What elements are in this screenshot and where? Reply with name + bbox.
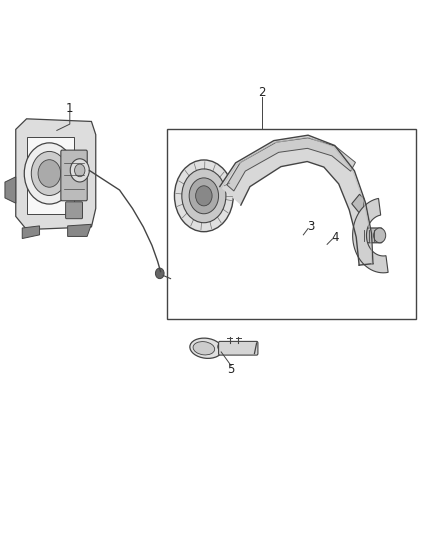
- Circle shape: [31, 151, 67, 196]
- Text: 4: 4: [331, 231, 339, 244]
- Polygon shape: [353, 198, 388, 273]
- Text: 3: 3: [307, 221, 315, 233]
- Circle shape: [155, 268, 164, 279]
- FancyBboxPatch shape: [219, 342, 258, 355]
- Circle shape: [189, 178, 219, 214]
- Circle shape: [74, 164, 85, 177]
- Text: 2: 2: [258, 86, 266, 99]
- FancyBboxPatch shape: [66, 202, 82, 219]
- Bar: [167, 130, 416, 319]
- Polygon shape: [227, 138, 356, 191]
- Circle shape: [38, 160, 60, 187]
- FancyBboxPatch shape: [61, 150, 87, 201]
- Circle shape: [218, 342, 225, 351]
- Polygon shape: [27, 138, 74, 214]
- Circle shape: [70, 159, 89, 182]
- FancyBboxPatch shape: [356, 228, 382, 243]
- Polygon shape: [22, 226, 39, 239]
- Circle shape: [196, 186, 212, 206]
- Text: 1: 1: [66, 102, 74, 115]
- Polygon shape: [220, 135, 373, 265]
- Polygon shape: [5, 177, 16, 203]
- Polygon shape: [67, 224, 92, 237]
- Text: 5: 5: [227, 363, 235, 376]
- Ellipse shape: [193, 342, 215, 355]
- Circle shape: [174, 160, 233, 232]
- Ellipse shape: [190, 338, 222, 358]
- Circle shape: [24, 143, 74, 204]
- Polygon shape: [352, 194, 364, 213]
- Polygon shape: [16, 119, 96, 230]
- Circle shape: [374, 228, 386, 243]
- Circle shape: [182, 169, 226, 223]
